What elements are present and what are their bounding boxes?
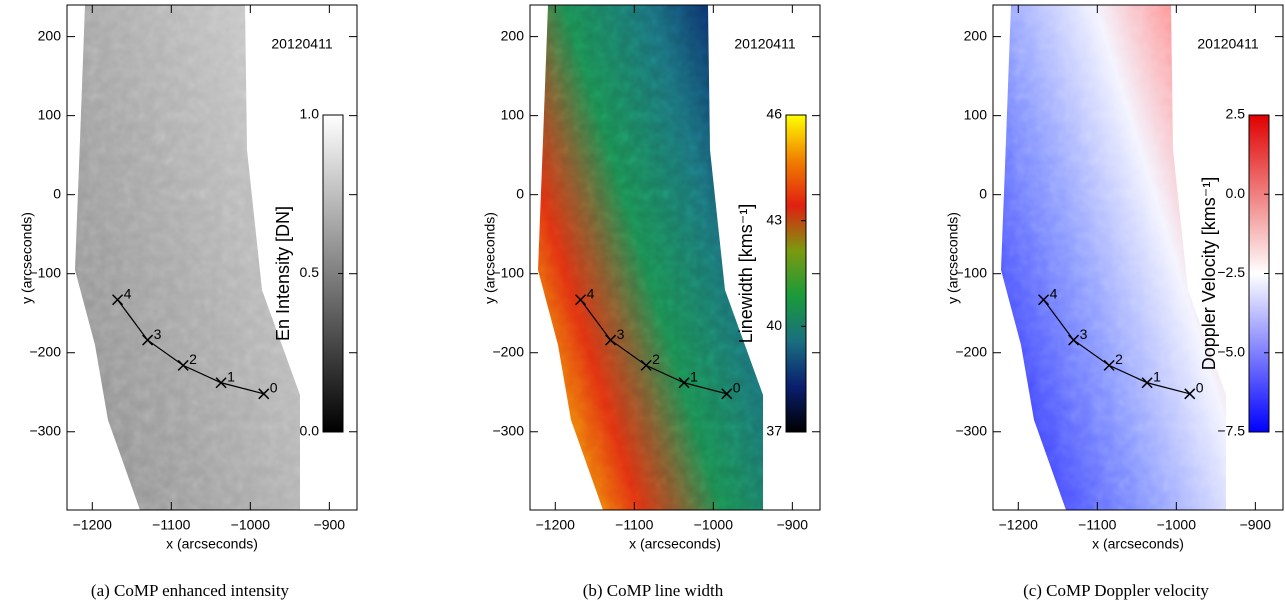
track-point	[112, 294, 124, 306]
colorbar	[785, 114, 807, 433]
caption: (c) CoMP Doppler velocity	[1023, 581, 1209, 600]
y-axis-label: y (arcseconds)	[482, 212, 498, 304]
caption: (b) CoMP line width	[583, 581, 724, 600]
y-tick-label: −200	[955, 343, 987, 359]
y-tick-label: −100	[29, 264, 61, 280]
x-axis-label: x (arcseconds)	[166, 536, 258, 552]
track-point	[1141, 377, 1153, 389]
colorbar-tick-label: 1.0	[300, 106, 320, 122]
track-point	[258, 388, 270, 400]
track-point	[1068, 334, 1080, 346]
x-axis-label: x (arcseconds)	[1092, 536, 1184, 552]
y-axis-label: y (arcseconds)	[945, 212, 961, 304]
track-point	[177, 359, 189, 371]
track-point-label: 3	[1080, 326, 1088, 342]
x-tick-label: −1200	[73, 517, 113, 533]
track-point-label: 2	[1115, 351, 1123, 367]
colorbar-label: Doppler Velocity [kms⁻¹]	[1199, 177, 1219, 371]
track-point-label: 3	[154, 326, 162, 342]
track-point-label: 1	[1153, 368, 1161, 384]
x-axis-label: x (arcseconds)	[629, 536, 721, 552]
y-tick-label: 0	[53, 185, 61, 201]
date-label: 20120411	[734, 36, 795, 52]
y-axis-label: y (arcseconds)	[19, 212, 35, 304]
track-point	[575, 294, 587, 306]
track-point	[215, 377, 227, 389]
y-tick-label: −200	[29, 343, 61, 359]
y-tick-label: −300	[955, 422, 987, 438]
y-tick-label: 100	[501, 106, 525, 122]
x-tick-label: −1000	[231, 517, 271, 533]
track-point	[640, 359, 652, 371]
colorbar-tick-label: 40	[766, 317, 782, 333]
y-tick-label: 200	[501, 27, 525, 43]
x-tick-label: −1100	[152, 517, 190, 533]
track-point	[1184, 388, 1196, 400]
track-point-label: 2	[189, 351, 197, 367]
colorbar-tick-label: 0.0	[1226, 185, 1246, 201]
colorbar-tick-label: 0.5	[300, 264, 320, 280]
y-tick-label: 0	[979, 185, 987, 201]
x-tick-label: −1000	[1157, 517, 1197, 533]
track-point-label: 0	[733, 380, 741, 396]
x-tick-label: −1000	[694, 517, 734, 533]
colorbar-tick-label: 46	[766, 106, 782, 122]
panel: −1200 −1100 −1000 −900 200 100 0 −100 −200 −300 x …	[19, 4, 358, 600]
x-tick-label: −900	[1240, 517, 1272, 533]
track-point	[1038, 294, 1050, 306]
panel: −1200 −1100 −1000 −900 200 100 0 −100 −200 −300 x …	[945, 4, 1284, 600]
track-point-label: 0	[1196, 380, 1204, 396]
track-point	[605, 334, 617, 346]
track-point-label: 1	[690, 368, 698, 384]
track-point-label: 4	[587, 285, 595, 301]
colorbar-tick-label: 2.5	[1226, 106, 1246, 122]
x-tick-label: −1100	[615, 517, 653, 533]
colorbar-tick-label: −7.5	[1217, 423, 1245, 439]
colorbar-tick-label: 37	[766, 423, 782, 439]
x-tick-label: −900	[777, 517, 809, 533]
track-point-label: 4	[1050, 285, 1058, 301]
panel: −1200 −1100 −1000 −900 200 100 0 −100 −200 −300 x …	[482, 4, 821, 600]
colorbar-tick-label: −2.5	[1217, 264, 1245, 280]
track-point	[1103, 359, 1115, 371]
track-point-label: 1	[227, 368, 235, 384]
y-tick-label: −100	[492, 264, 524, 280]
track-point	[142, 334, 154, 346]
date-label: 20120411	[271, 36, 332, 52]
y-tick-label: −200	[492, 343, 524, 359]
track-point-label: 3	[617, 326, 625, 342]
y-tick-label: 0	[516, 185, 524, 201]
colorbar-label: Linewidth [kms⁻¹]	[736, 204, 756, 344]
x-tick-label: −1100	[1078, 517, 1116, 533]
plot-frame	[992, 4, 1284, 511]
y-tick-label: −300	[492, 422, 524, 438]
x-tick-label: −1200	[999, 517, 1039, 533]
y-tick-label: 100	[38, 106, 62, 122]
y-tick-label: 200	[964, 27, 988, 43]
colorbar-tick-label: 43	[766, 211, 782, 227]
track-point-label: 4	[124, 285, 132, 301]
track-point	[721, 388, 733, 400]
y-tick-label: −100	[955, 264, 987, 280]
x-tick-label: −900	[314, 517, 346, 533]
track-point	[678, 377, 690, 389]
plot-frame	[529, 4, 821, 511]
colorbar-label: En Intensity [DN]	[273, 206, 293, 341]
date-label: 20120411	[1197, 36, 1258, 52]
colorbar-tick-label: −5.0	[1217, 343, 1245, 359]
track-point-label: 0	[270, 380, 278, 396]
plot-frame	[66, 4, 358, 511]
colorbar-tick-label: 0.0	[300, 423, 320, 439]
track-point-label: 2	[652, 351, 660, 367]
caption: (a) CoMP enhanced intensity	[91, 581, 290, 600]
y-tick-label: 200	[38, 27, 62, 43]
y-tick-label: 100	[964, 106, 988, 122]
x-tick-label: −1200	[536, 517, 576, 533]
y-tick-label: −300	[29, 422, 61, 438]
